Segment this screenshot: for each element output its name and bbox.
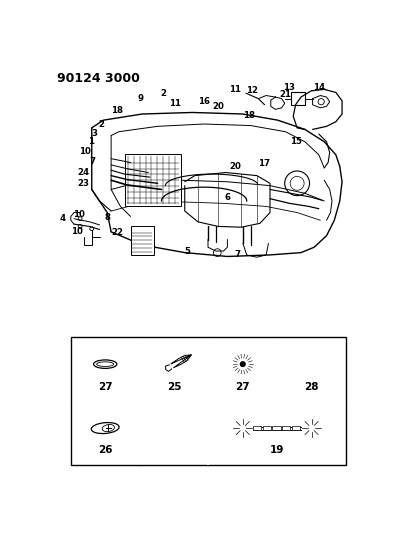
Text: 23: 23	[77, 179, 89, 188]
Text: 5: 5	[184, 247, 190, 255]
Ellipse shape	[102, 424, 114, 432]
Text: 13: 13	[283, 83, 296, 92]
Text: 10: 10	[73, 209, 84, 219]
Bar	[71, 337, 346, 465]
Text: 6: 6	[224, 192, 230, 201]
Text: 24: 24	[77, 168, 89, 177]
Bar	[291, 92, 305, 105]
Ellipse shape	[91, 423, 119, 433]
Bar	[253, 426, 261, 430]
Text: 18: 18	[243, 111, 255, 120]
Text: 18: 18	[111, 107, 123, 116]
Ellipse shape	[97, 362, 114, 367]
Text: 4: 4	[60, 214, 66, 223]
Text: 28: 28	[304, 382, 319, 392]
Ellipse shape	[94, 360, 117, 368]
Text: 12: 12	[246, 86, 258, 95]
Text: 11: 11	[169, 100, 182, 109]
Text: 27: 27	[235, 382, 250, 392]
Text: 7: 7	[234, 249, 241, 259]
Text: 14: 14	[313, 83, 325, 92]
Text: 25: 25	[167, 382, 181, 392]
Bar	[130, 225, 154, 255]
Text: 20: 20	[212, 102, 224, 111]
Text: 9: 9	[138, 94, 143, 103]
Bar	[125, 154, 181, 206]
Text: 7: 7	[90, 157, 95, 166]
Text: 2: 2	[99, 119, 105, 128]
Text: 21: 21	[279, 90, 292, 99]
Bar	[282, 426, 290, 430]
Text: 3: 3	[91, 129, 97, 138]
Text: 22: 22	[111, 228, 123, 237]
Text: 11: 11	[229, 85, 241, 94]
Text: 15: 15	[290, 137, 301, 146]
Text: 2: 2	[161, 90, 167, 99]
Text: 27: 27	[98, 382, 112, 392]
Circle shape	[241, 362, 245, 367]
Bar	[292, 426, 300, 430]
Text: 10: 10	[71, 227, 83, 236]
Bar	[272, 426, 281, 430]
Text: 8: 8	[104, 213, 110, 222]
Text: 17: 17	[259, 159, 271, 168]
Text: 90124 3000: 90124 3000	[57, 72, 140, 85]
Text: 16: 16	[198, 97, 210, 106]
Bar	[263, 426, 271, 430]
Text: 10: 10	[79, 147, 91, 156]
Text: 26: 26	[98, 446, 112, 455]
Text: 20: 20	[229, 162, 241, 171]
Text: 19: 19	[270, 446, 285, 455]
Text: 1: 1	[88, 137, 94, 146]
